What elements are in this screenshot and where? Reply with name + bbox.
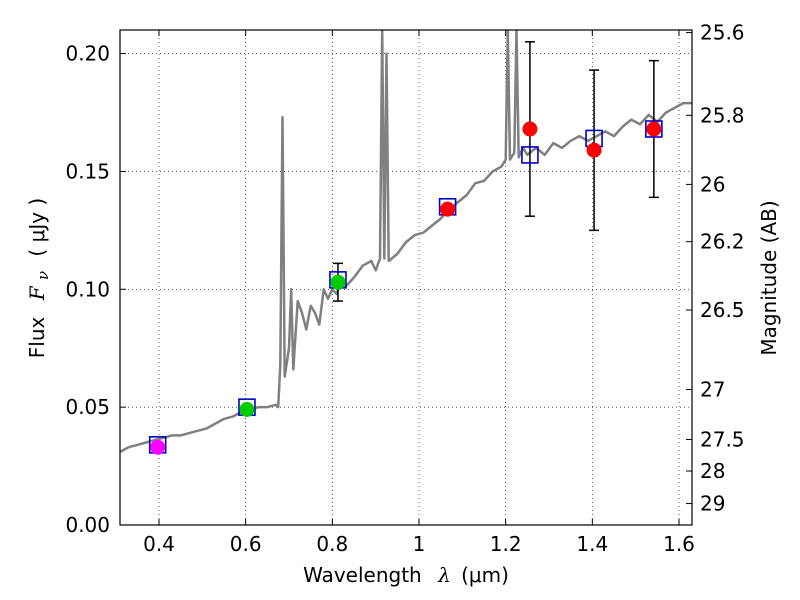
x-tick-label: 1.6 (663, 532, 695, 556)
observed-flux-marker (522, 121, 538, 137)
y2-tick-label: 28 (700, 459, 725, 483)
photometry-points (148, 41, 663, 455)
x-tick-label: 0.6 (230, 532, 262, 556)
photometry-point-1 (148, 436, 167, 455)
observed-flux-marker (646, 121, 662, 137)
photometry-point-4 (438, 197, 457, 217)
y-axis-label-unit: ( μJy ) (25, 198, 49, 257)
x-axis-label: Wavelength λ (μm) (303, 563, 509, 587)
y2-tick-label: 29 (700, 492, 725, 516)
observed-flux-marker (239, 402, 255, 417)
y-axis-label-prefix: Flux (25, 316, 49, 358)
y2-tick-label: 27.5 (700, 427, 745, 451)
y2-tick-label: 26 (700, 172, 725, 196)
x-tick-label: 1.2 (490, 532, 522, 556)
x-tick-label: 1 (413, 532, 426, 556)
observed-flux-marker (150, 439, 166, 455)
y2-tick-label: 26.2 (700, 230, 745, 254)
grid-lines (120, 30, 692, 526)
x-axis-label-symbol: λ (437, 563, 451, 587)
y2-tick-label: 27 (700, 377, 725, 401)
photometry-point-5 (521, 41, 539, 217)
x-tick-label: 1.4 (576, 532, 608, 556)
observed-flux-marker (440, 201, 456, 217)
y-tick-label: 0.00 (65, 513, 110, 537)
model-flux-marker (521, 146, 539, 164)
y-axis-label-subscript: ν (34, 271, 52, 280)
spectrum-line (120, 30, 692, 453)
y-tick-label: 0.05 (65, 395, 110, 419)
y2-tick-label: 25.6 (700, 21, 745, 45)
y2-tick-label: 25.8 (700, 103, 745, 127)
model-flux-marker (645, 120, 663, 138)
y-tick-label: 0.10 (65, 277, 110, 301)
x-axis-label-prefix: Wavelength (303, 563, 422, 587)
x-axis-label-unit: (μm) (461, 563, 509, 587)
y-axis-label: Flux F ν ( μJy ) (25, 198, 53, 358)
photometry-point-7 (645, 59, 663, 199)
y2-axis-label: Magnitude (AB) (757, 200, 781, 355)
plot-frame (119, 29, 693, 526)
x-tick-label: 0.4 (143, 532, 175, 556)
photometry-point-6 (585, 69, 603, 232)
x-tick-label: 0.8 (316, 532, 348, 556)
y-tick-label: 0.20 (65, 42, 110, 66)
y2-tick-label: 26.5 (700, 298, 745, 322)
axis-ticks: 0.4 0.6 0.8 1 1.2 1.4 1.6 0.00 0.05 0.10 0.15 0.20 2… (65, 21, 744, 556)
y-axis-label-symbol: F (25, 285, 49, 301)
model-spectrum (120, 30, 692, 453)
y-tick-label: 0.15 (65, 159, 110, 183)
photometry-point-2 (238, 398, 256, 417)
photometry-point-3 (329, 262, 347, 302)
observed-flux-marker (586, 142, 602, 158)
observed-flux-marker (330, 274, 346, 290)
